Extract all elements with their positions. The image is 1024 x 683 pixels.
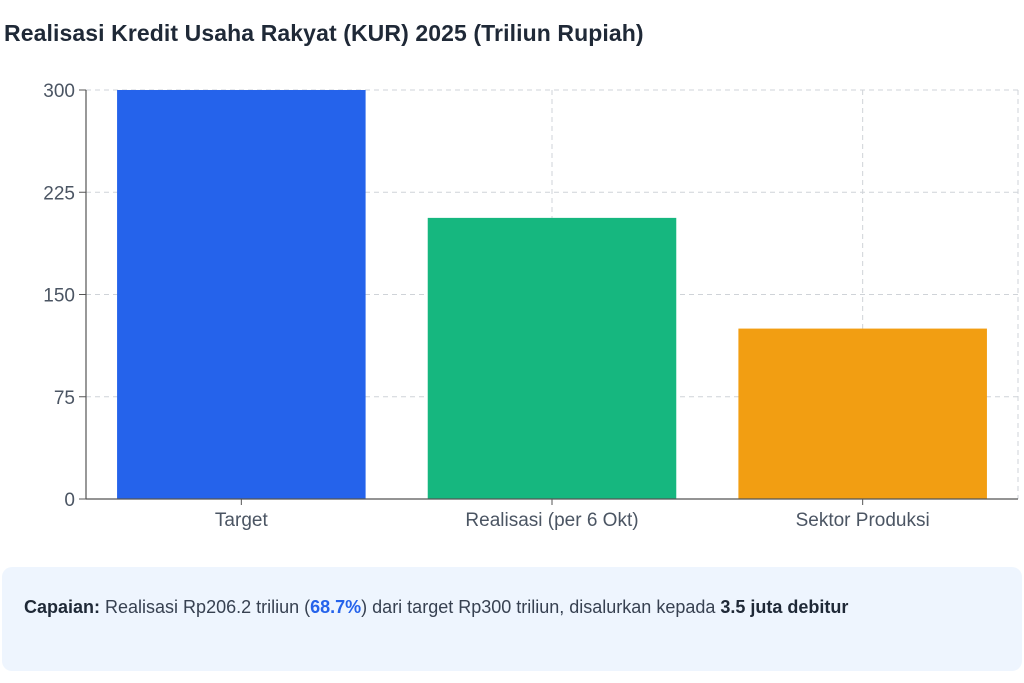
- x-tick-label: Realisasi (per 6 Okt): [465, 510, 638, 531]
- summary-label: Capaian:: [24, 597, 101, 617]
- bar-1: [117, 90, 366, 499]
- summary-debtors: 3.5 juta debitur: [720, 597, 849, 617]
- bar-3: [738, 328, 987, 499]
- summary-box: Capaian: Realisasi Rp206.2 triliun (68.7…: [2, 567, 1022, 671]
- bar-2: [427, 217, 677, 499]
- x-tick-label: Sektor Produksi: [796, 510, 930, 531]
- y-tick-label: 300: [43, 81, 75, 102]
- summary-text-middle: ) dari target Rp300 triliun, disalurkan …: [361, 597, 721, 617]
- y-tick-label: 75: [54, 388, 75, 409]
- bar-chart: 0 75 150 225 300 Target Realisasi (per 6 Okt) S…: [43, 81, 1019, 531]
- chart-title: Realisasi Kredit Usaha Rakyat (KUR) 2025…: [4, 20, 644, 46]
- y-tick-label: 225: [43, 183, 75, 204]
- summary-text-before: Realisasi Rp206.2 triliun (: [100, 597, 311, 617]
- x-tick-label: Target: [215, 510, 269, 531]
- summary-percent: 68.7%: [310, 597, 362, 617]
- y-tick-label: 150: [43, 286, 75, 307]
- y-tick-label: 0: [64, 490, 75, 511]
